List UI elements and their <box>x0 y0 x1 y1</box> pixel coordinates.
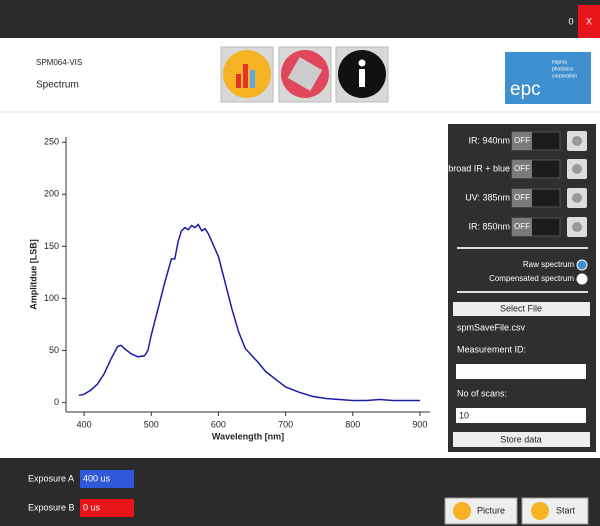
y-tick-label: 100 <box>44 293 59 303</box>
radio-button[interactable] <box>576 273 588 285</box>
logo <box>505 52 591 104</box>
x-tick-label: 600 <box>211 419 226 429</box>
radio-label: Compensated spectrum <box>489 274 574 283</box>
measurement-id-label: Measurement ID: <box>457 344 526 354</box>
toggle-state: OFF <box>514 193 530 202</box>
y-tick-label: 50 <box>49 345 59 355</box>
toggle-label: UV: 385nm <box>465 192 510 202</box>
start-label: Start <box>556 505 576 515</box>
x-tick-label: 800 <box>345 419 360 429</box>
logo-sub: corporation <box>552 73 577 79</box>
toggle-knob <box>512 218 532 236</box>
logo-main: epc <box>510 79 541 100</box>
toggle-knob <box>512 189 532 207</box>
x-tick-label: 900 <box>412 419 427 429</box>
radio-button[interactable] <box>576 259 588 271</box>
toggle-state: OFF <box>514 222 530 231</box>
info-icon <box>572 136 582 146</box>
logo-sub: photonics <box>552 66 574 72</box>
store-button[interactable] <box>453 432 590 447</box>
mode-name: Spectrum <box>36 80 79 91</box>
x-tick-label: 500 <box>144 419 159 429</box>
toggle-state: OFF <box>514 136 530 145</box>
y-tick-label: 150 <box>44 241 59 251</box>
x-tick-label: 400 <box>77 419 92 429</box>
picture-label: Picture <box>477 505 505 515</box>
select-file-button[interactable] <box>453 302 590 316</box>
spectrum-line <box>78 223 420 402</box>
exposure-b-input[interactable] <box>80 499 134 517</box>
image-tab[interactable] <box>278 46 332 103</box>
counter: 0 <box>568 16 573 26</box>
info-icon <box>572 222 582 232</box>
info-icon <box>572 193 582 203</box>
toggle-state: OFF <box>514 164 530 173</box>
title-bar <box>0 0 600 38</box>
info-tab[interactable] <box>335 46 389 103</box>
scans-input[interactable] <box>456 408 586 423</box>
device-name: SPM064-VIS <box>36 58 82 67</box>
toggle-knob <box>512 132 532 150</box>
toggle-knob <box>512 160 532 178</box>
y-tick-label: 0 <box>54 397 59 407</box>
y-axis-label: Amplitdue [LSB] <box>28 239 38 310</box>
select-file-label: Select File <box>500 303 542 313</box>
x-tick-label: 700 <box>278 419 293 429</box>
exposure-a-input[interactable] <box>80 470 134 488</box>
picture-button[interactable] <box>444 497 518 525</box>
y-tick-label: 250 <box>44 137 59 147</box>
exposure-b-label: Exposure B <box>28 502 75 512</box>
toggle-label: IR: 940nm <box>468 135 510 145</box>
panel-controls: IR: 940nm OFF broad IR + blue OFF UV: 385nm O… <box>448 131 590 447</box>
store-label: Store data <box>500 434 542 444</box>
scans-label: No of scans: <box>457 388 507 398</box>
info-icon <box>572 164 582 174</box>
logo-sub: espros <box>552 59 568 65</box>
chart: 0 50 100 150 200 250 400 500 600 700 800 900 Wavelen… <box>28 137 430 441</box>
exposure-a-label: Exposure A <box>28 473 74 483</box>
toggle-label: IR: 850nm <box>468 221 510 231</box>
y-tick-label: 200 <box>44 189 59 199</box>
radio-label: Raw spectrum <box>523 260 574 269</box>
start-button[interactable] <box>521 497 589 525</box>
measurement-id-input[interactable] <box>456 364 586 379</box>
spectrum-tab[interactable] <box>220 46 274 103</box>
exposure-a-value: 400 us <box>83 473 111 483</box>
file-name: spmSaveFile.csv <box>457 322 526 332</box>
scans-value: 10 <box>459 410 469 420</box>
exposure-b-value: 0 us <box>83 502 101 512</box>
x-axis-label: Wavelength [nm] <box>212 431 284 441</box>
close-label: X <box>586 16 592 26</box>
close-button[interactable] <box>578 5 600 38</box>
toggle-label: broad IR + blue <box>448 163 510 173</box>
